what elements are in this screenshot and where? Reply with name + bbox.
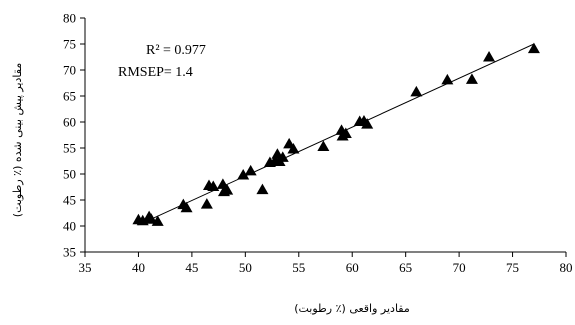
- data-point: [216, 178, 229, 189]
- y-tick-label: 80: [63, 11, 76, 26]
- data-point: [276, 151, 289, 162]
- x-tick-label: 65: [399, 260, 412, 275]
- y-axis-label: مقادیر پیش بینی شده (٪ رطوبت): [11, 63, 24, 218]
- data-point: [151, 215, 164, 226]
- data-point: [145, 213, 158, 224]
- data-point: [287, 143, 300, 154]
- x-tick-label: 40: [132, 260, 145, 275]
- data-point: [339, 127, 352, 138]
- data-point: [221, 184, 234, 195]
- data-point: [361, 118, 374, 129]
- data-point: [244, 164, 257, 176]
- data-point: [136, 214, 149, 226]
- data-point: [317, 140, 330, 151]
- data-point: [465, 73, 478, 84]
- y-tick-label: 70: [63, 63, 76, 78]
- x-tick-label: 70: [453, 260, 466, 275]
- y-tick-label: 60: [63, 115, 76, 130]
- data-point: [237, 169, 250, 180]
- x-tick-label: 75: [506, 260, 519, 275]
- x-tick-label: 50: [239, 260, 252, 275]
- plot-area: 35 40 45 50 55 60 65 70 75 80 35 40 45 50 55 60 65 70 75 80: [63, 11, 573, 276]
- x-tick-label: 55: [292, 260, 305, 275]
- x-axis-label: مقادیر واقعی (٪ رطوبت): [294, 302, 410, 315]
- data-point: [256, 183, 269, 195]
- data-point: [200, 198, 213, 209]
- y-tick-label: 35: [63, 245, 76, 260]
- r-squared-annotation: R² = 0.977: [146, 43, 206, 58]
- data-point: [410, 85, 423, 97]
- data-point: [483, 51, 496, 62]
- y-tick-label: 40: [63, 219, 76, 234]
- data-point: [180, 201, 193, 213]
- x-tick-label: 80: [560, 260, 573, 275]
- x-tick-label: 35: [79, 260, 92, 275]
- data-point: [441, 73, 454, 85]
- x-tick-label: 60: [346, 260, 359, 275]
- y-tick-label: 75: [63, 37, 76, 52]
- rmsep-annotation: RMSEP= 1.4: [118, 65, 193, 80]
- data-point: [527, 42, 540, 54]
- y-tick-label: 50: [63, 167, 76, 182]
- data-point: [207, 180, 220, 191]
- x-tick-label: 45: [185, 260, 198, 275]
- y-tick-label: 45: [63, 193, 76, 208]
- y-tick-label: 65: [63, 89, 76, 104]
- y-tick-label: 55: [63, 141, 76, 156]
